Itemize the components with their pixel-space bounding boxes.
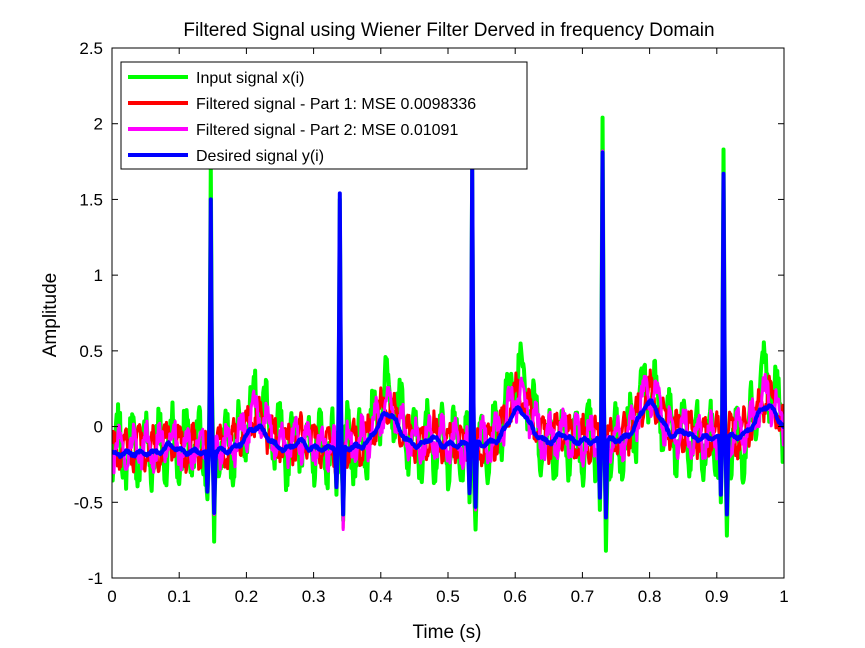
x-tick-label: 0.2 bbox=[235, 587, 259, 606]
y-tick-label: 1.5 bbox=[79, 190, 103, 209]
x-tick-label: 1 bbox=[779, 587, 788, 606]
series-line-4 bbox=[112, 150, 784, 520]
legend: Input signal x(i) Filtered signal - Part … bbox=[120, 61, 528, 170]
plot-area bbox=[112, 115, 784, 553]
y-tick-label: 2 bbox=[94, 115, 103, 134]
x-tick-label: 0.7 bbox=[571, 587, 595, 606]
y-axis-label: Amplitude bbox=[40, 273, 61, 358]
x-tick-label: 0.5 bbox=[436, 587, 460, 606]
y-tick-label: -0.5 bbox=[74, 493, 103, 512]
chart-title: Filtered Signal using Wiener Filter Derv… bbox=[183, 20, 714, 41]
y-tick-label: 0 bbox=[94, 418, 103, 437]
legend-entry: Filtered signal - Part 2: MSE 0.01091 bbox=[196, 122, 458, 139]
x-tick-label: 0 bbox=[107, 587, 116, 606]
legend-entry: Filtered signal - Part 1: MSE 0.0098336 bbox=[196, 96, 476, 113]
x-axis-label: Time (s) bbox=[413, 622, 482, 643]
x-tick-label: 0.9 bbox=[705, 587, 729, 606]
x-tick-label: 0.6 bbox=[503, 587, 527, 606]
y-tick-label: -1 bbox=[88, 569, 103, 588]
y-tick-label: 0.5 bbox=[79, 342, 103, 361]
series-line-2 bbox=[112, 149, 784, 530]
legend-entry: Input signal x(i) bbox=[196, 70, 305, 87]
y-tick-label: 1 bbox=[94, 266, 103, 285]
legend-box bbox=[120, 61, 528, 170]
y-tick-label: 2.5 bbox=[79, 39, 103, 58]
legend-entry: Desired signal y(i) bbox=[196, 148, 324, 165]
x-tick-label: 0.8 bbox=[638, 587, 662, 606]
x-tick-label: 0.1 bbox=[167, 587, 191, 606]
axis-ticks: 0 0.1 0.2 0.3 0.4 0.5 0.6 0.7 0.8 0.9 1 -1 -0.5 0 0.5 1… bbox=[74, 39, 789, 606]
x-tick-label: 0.4 bbox=[369, 587, 393, 606]
x-tick-label: 0.3 bbox=[302, 587, 326, 606]
